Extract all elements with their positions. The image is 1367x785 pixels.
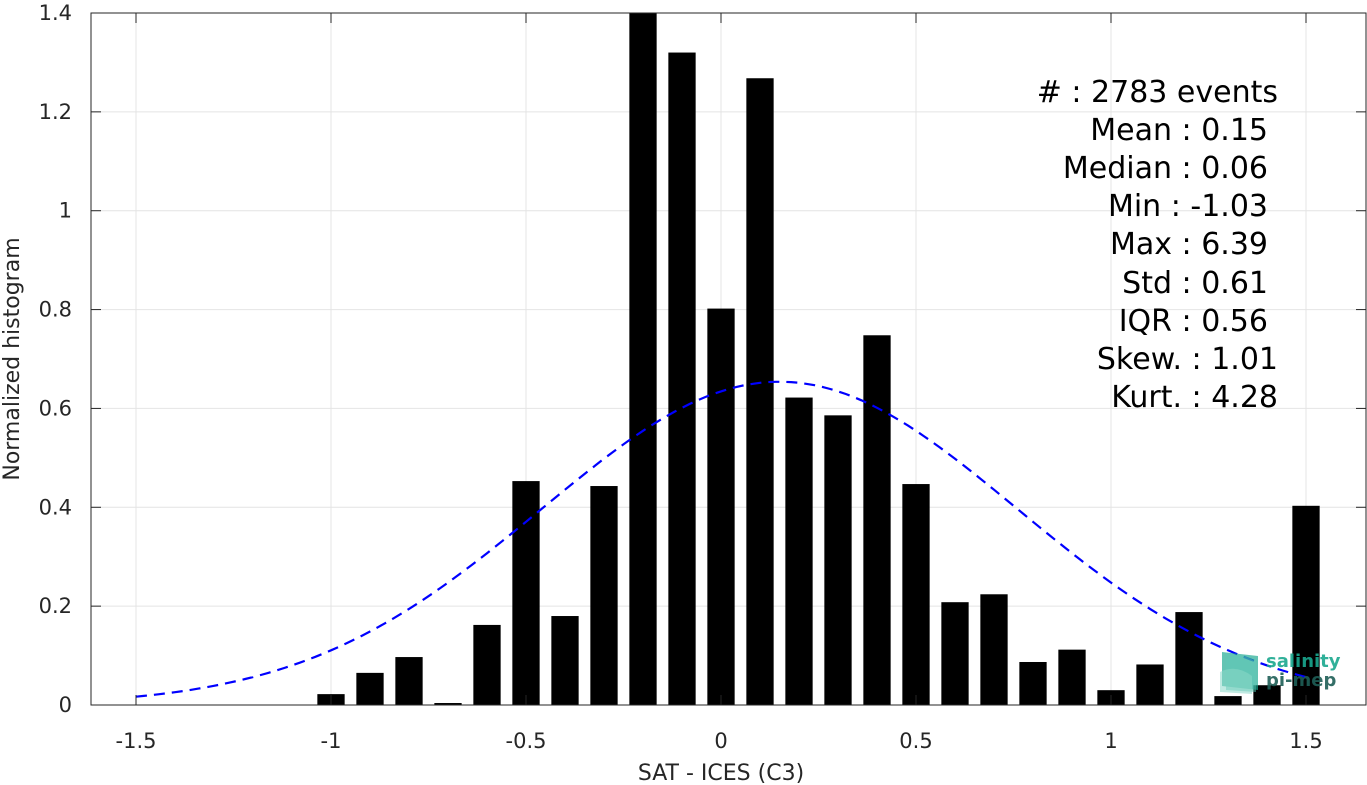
stat-events: # : 2783 events [1037, 75, 1278, 110]
histogram-bar [1019, 661, 1047, 705]
axis-ticks [91, 12, 1366, 706]
stat-mean: Mean : 0.15 [1090, 113, 1268, 148]
histogram-bar [1253, 685, 1281, 705]
y-tick-label: 1 [59, 199, 72, 223]
histogram-bar [551, 616, 579, 705]
histogram-bar [434, 703, 462, 705]
histogram-bar [668, 52, 696, 706]
histogram-bar [395, 657, 423, 705]
wave-icon [1220, 652, 1258, 694]
stats-box: # : 2783 events Mean : 0.15 Median : 0.0… [1037, 75, 1278, 415]
histogram-bar [356, 672, 384, 705]
y-tick-label: 0 [59, 693, 72, 717]
y-tick-label: 1.2 [39, 100, 72, 124]
stat-iqr: IQR : 0.56 [1119, 304, 1268, 339]
stat-max: Max : 6.39 [1110, 227, 1268, 262]
stat-min: Min : -1.03 [1108, 189, 1268, 224]
x-tick-label: 1.5 [1289, 729, 1322, 753]
y-tick-label: 0.8 [39, 298, 72, 322]
y-tick-label: 1.4 [39, 1, 72, 25]
histogram-bar [785, 397, 813, 705]
histogram-bar [1136, 664, 1164, 705]
histogram-bar [902, 484, 930, 705]
histogram-bar [1214, 696, 1242, 705]
gaussian-fit-curve [135, 380, 1307, 698]
x-tick-label: -1.5 [116, 729, 157, 753]
x-tick-label: -0.5 [506, 729, 547, 753]
y-tick-labels: 0 0.2 0.4 0.6 0.8 1 1.2 1.4 [39, 1, 72, 717]
histogram-bar [941, 602, 969, 705]
x-tick-label: 1 [1104, 729, 1117, 753]
histogram-bar [746, 78, 774, 705]
y-axis-title: Normalized histogram [0, 237, 25, 480]
stat-std: Std : 0.61 [1122, 266, 1268, 301]
x-axis-title: SAT - ICES (C3) [638, 761, 804, 785]
x-tick-labels: -1.5 -1 -0.5 0 0.5 1 1.5 [116, 729, 1323, 753]
x-tick-label: -1 [321, 729, 342, 753]
histogram-bar [824, 415, 852, 705]
y-tick-label: 0.4 [39, 495, 72, 519]
histogram-bar [512, 481, 540, 705]
histogram-bar [1292, 505, 1320, 705]
histogram-bar [863, 335, 891, 705]
logo-line-2: pi-mep [1266, 670, 1336, 691]
stat-median: Median : 0.06 [1063, 151, 1268, 186]
stat-kurt: Kurt. : 4.28 [1111, 380, 1278, 415]
y-tick-label: 0.6 [39, 396, 72, 420]
histogram-bar [1058, 649, 1086, 705]
salinity-pi-mep-logo: salinity pi-mep [1220, 651, 1341, 694]
histogram-bar [590, 486, 618, 705]
stat-skew: Skew. : 1.01 [1097, 342, 1278, 377]
histogram-bar [473, 624, 501, 705]
histogram-bar [980, 594, 1008, 705]
x-tick-label: 0.5 [899, 729, 932, 753]
histogram-bar [629, 13, 657, 705]
x-tick-label: 0 [714, 729, 727, 753]
histogram-bars [317, 13, 1320, 706]
logo-line-1: salinity [1266, 651, 1341, 672]
y-tick-label: 0.2 [39, 594, 72, 618]
histogram-bar [707, 308, 735, 705]
plot-frame [90, 12, 1367, 706]
